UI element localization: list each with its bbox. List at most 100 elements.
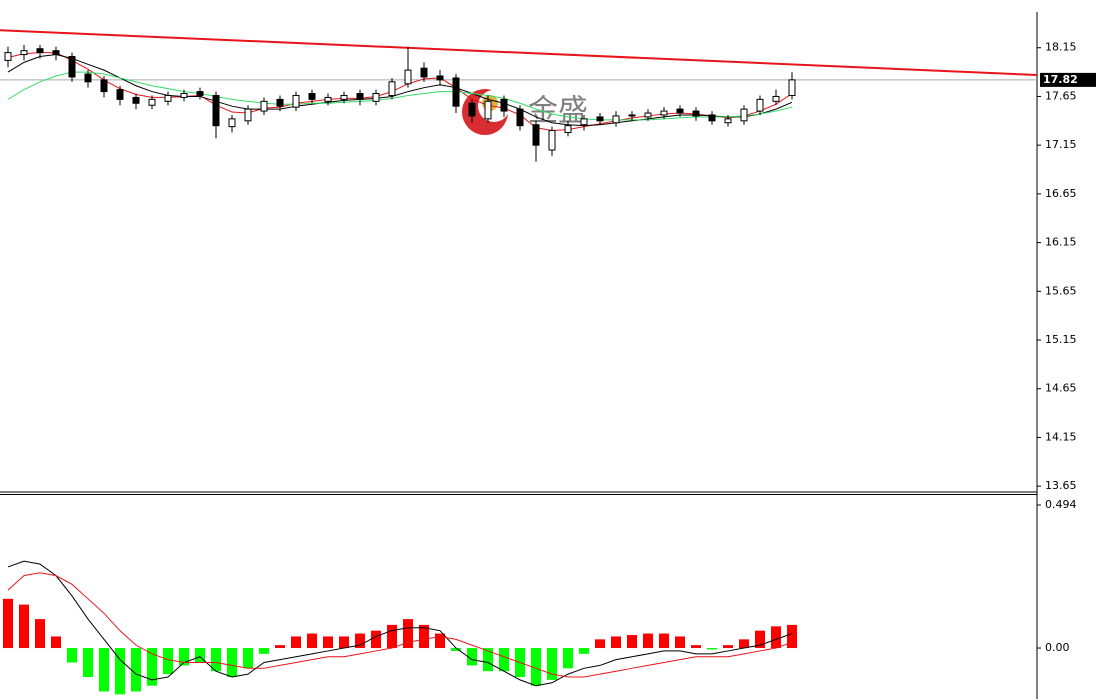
candle-body	[260, 100, 268, 112]
histogram-bar	[707, 648, 717, 650]
histogram-bar	[659, 633, 669, 649]
candle-body	[100, 79, 108, 93]
histogram-bar	[579, 648, 589, 654]
candle-body	[132, 96, 140, 104]
watermark-text: 金盛	[528, 94, 588, 129]
candle-body	[548, 130, 556, 151]
candle-body	[308, 93, 316, 100]
histogram-bar	[291, 636, 301, 649]
y-tick-label: 16.15	[1045, 236, 1077, 249]
candle-body	[468, 102, 476, 117]
y-tick-label: 15.15	[1045, 333, 1077, 346]
histogram-bar	[627, 635, 637, 649]
candle-body	[708, 114, 716, 122]
histogram-bar	[787, 624, 797, 649]
histogram-bar	[451, 648, 461, 651]
candle-body	[500, 98, 508, 112]
histogram-bar	[19, 604, 29, 649]
histogram-bar	[99, 648, 109, 692]
candle-body	[180, 93, 188, 98]
y-tick-label: 17.15	[1045, 138, 1077, 151]
histogram-bar	[723, 645, 733, 649]
candle-body	[564, 125, 572, 133]
candle-body	[724, 118, 732, 124]
histogram-bar	[563, 648, 573, 669]
histogram-bar	[195, 648, 205, 663]
y-tick-label: 14.65	[1045, 382, 1077, 395]
candle-body	[596, 116, 604, 122]
candle-body	[68, 56, 76, 78]
indicator-line	[7, 54, 793, 127]
candle-body	[244, 108, 252, 122]
histogram-bar	[35, 619, 45, 649]
histogram-bar	[179, 648, 189, 666]
candle-body	[324, 96, 332, 102]
y-tick-label: 18.15	[1045, 41, 1077, 54]
histogram-bar	[259, 648, 269, 654]
histogram-bar	[51, 636, 61, 649]
histogram-bar	[227, 648, 237, 677]
candle-body	[660, 110, 668, 116]
histogram-bar	[371, 630, 381, 649]
histogram-bar	[675, 636, 685, 649]
indicator-line	[7, 572, 793, 678]
candle-body	[484, 100, 492, 120]
candle-body	[420, 67, 428, 78]
histogram-bar	[643, 633, 653, 649]
y-tick-label: 16.65	[1045, 187, 1077, 200]
histogram-bar	[739, 639, 749, 649]
histogram-bar	[211, 648, 221, 672]
histogram-bar	[131, 648, 141, 692]
candle-body	[116, 89, 124, 100]
indicator-line	[7, 560, 793, 687]
histogram-bar	[595, 639, 605, 649]
histogram-bar	[403, 619, 413, 649]
candle-body	[84, 73, 92, 83]
candle-body	[212, 94, 220, 127]
candle-body	[228, 118, 236, 128]
histogram-bar	[275, 645, 285, 649]
candle-body	[612, 115, 620, 124]
candle-body	[628, 114, 636, 117]
candle-body	[692, 110, 700, 117]
candle-body	[772, 95, 780, 102]
histogram-bar	[611, 636, 621, 649]
histogram-bar	[67, 648, 77, 663]
y-tick-label: 0.00	[1045, 641, 1070, 654]
histogram-bar	[547, 648, 557, 680]
candle-body	[340, 94, 348, 100]
histogram-bar	[307, 633, 317, 649]
histogram-bar	[83, 648, 93, 677]
candle-body	[388, 81, 396, 96]
histogram-bar	[387, 624, 397, 649]
candle-body	[452, 77, 460, 107]
candle-body	[580, 118, 588, 126]
y-tick-label: 15.65	[1045, 284, 1077, 297]
candle-body	[292, 94, 300, 108]
histogram-bar	[467, 648, 477, 666]
candle-body	[676, 108, 684, 114]
candle-body	[52, 50, 60, 56]
y-tick-label: 13.65	[1045, 479, 1077, 492]
histogram-bar	[755, 630, 765, 649]
candle-body	[756, 98, 764, 112]
trendline	[0, 29, 1038, 77]
histogram-bar	[339, 636, 349, 649]
candle-body	[644, 112, 652, 118]
candle-body	[436, 75, 444, 81]
candle-body	[20, 50, 28, 56]
current-price-label: 17.82	[1043, 73, 1078, 86]
histogram-bar	[483, 648, 493, 672]
candle-body	[196, 91, 204, 96]
candle-body	[36, 48, 44, 54]
histogram-bar	[3, 598, 13, 649]
y-tick-label: 14.15	[1045, 430, 1077, 443]
candle-body	[532, 124, 540, 146]
y-tick-label: 0.494	[1045, 498, 1077, 511]
histogram-bar	[531, 648, 541, 686]
histogram-bar	[163, 648, 173, 675]
candle-body	[516, 108, 524, 127]
candle-body	[164, 94, 172, 102]
histogram-bar	[355, 633, 365, 649]
